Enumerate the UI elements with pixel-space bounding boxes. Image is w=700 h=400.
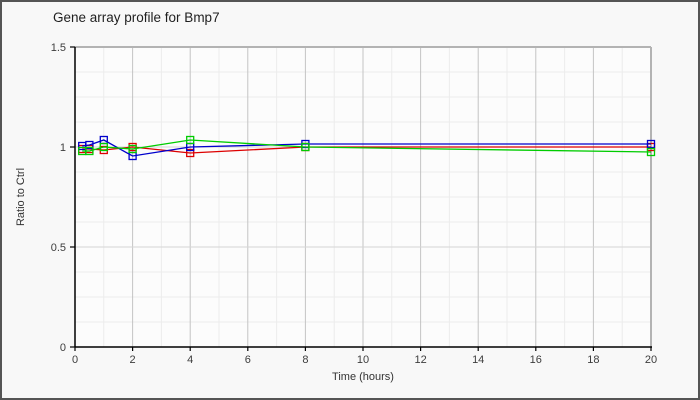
x-axis-title: Time (hours) [332, 371, 394, 383]
series-green-marker [128, 144, 137, 154]
x-tick-label: 4 [187, 354, 193, 366]
x-tick-label: 12 [414, 354, 426, 366]
series-green-marker [646, 147, 656, 157]
x-tick-label: 20 [645, 354, 657, 366]
series-green-marker [186, 135, 195, 145]
x-tick-label: 14 [472, 354, 484, 366]
x-tick-label: 6 [245, 354, 251, 366]
chart-title: Gene array profile for Bmp7 [53, 10, 220, 25]
y-tick-label: 0 [60, 342, 66, 354]
x-tick-label: 2 [130, 354, 136, 366]
y-tick-label: 0.5 [51, 242, 66, 254]
series-green-marker [301, 142, 310, 152]
y-tick-label: 1 [60, 142, 66, 154]
series-green-marker [99, 142, 108, 152]
series-blue-marker [85, 140, 94, 150]
x-tick-label: 18 [587, 354, 599, 366]
x-tick-label: 10 [357, 354, 369, 366]
series-red-marker [186, 148, 195, 158]
y-tick-label: 1.5 [51, 42, 66, 54]
x-tick-label: 16 [530, 354, 542, 366]
series-green-marker [85, 146, 94, 156]
series-blue-marker [646, 139, 656, 149]
x-tick-label: 8 [302, 354, 308, 366]
series-green-line [82, 139, 652, 153]
x-tick-label: 0 [72, 354, 78, 366]
